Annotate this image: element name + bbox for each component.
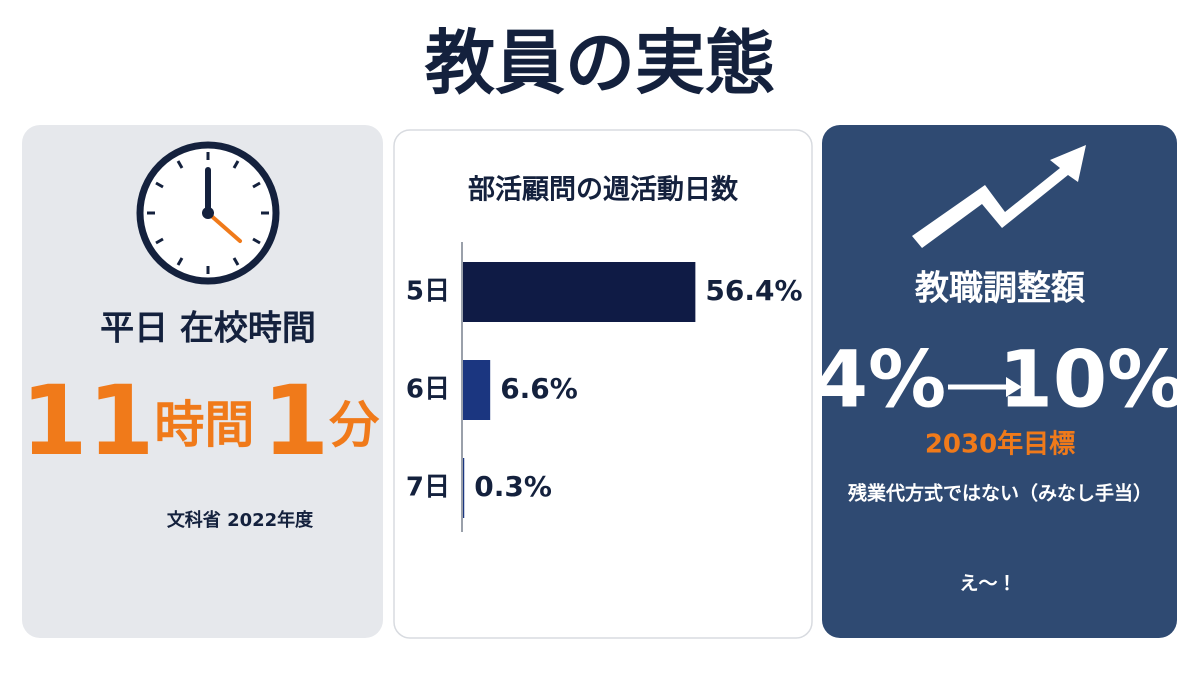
exclamation: え〜！ bbox=[959, 573, 1016, 595]
change-arrow bbox=[948, 377, 1022, 397]
rising-arrow-icon bbox=[912, 145, 1086, 248]
left-label: 平日 在校時間 bbox=[100, 309, 316, 349]
middle-panel bbox=[393, 129, 813, 639]
time-part: 分 bbox=[328, 396, 380, 454]
from-value: 4% bbox=[814, 335, 946, 425]
category-label: 6日 bbox=[406, 375, 450, 405]
right-label: 教職調整額 bbox=[914, 269, 1086, 309]
category-label: 5日 bbox=[406, 277, 450, 307]
title: 教員の実態 bbox=[424, 22, 775, 104]
value-label: 0.3% bbox=[474, 470, 552, 503]
time-part: 11 bbox=[21, 365, 155, 477]
value-label: 56.4% bbox=[705, 274, 802, 307]
chart-title: 部活顧問の週活動日数 bbox=[468, 175, 738, 206]
bar bbox=[463, 262, 696, 322]
value-label: 6.6% bbox=[500, 372, 578, 405]
bar bbox=[463, 360, 491, 420]
source: 文科省 2022年度 bbox=[167, 509, 314, 531]
category-label: 7日 bbox=[406, 473, 450, 503]
target: 2030年目標 bbox=[925, 429, 1075, 460]
time-part: 1 bbox=[262, 365, 329, 477]
note: 残業代方式ではない（みなし手当） bbox=[847, 482, 1152, 505]
clock-icon bbox=[136, 141, 280, 285]
time-value: 11時間1分 bbox=[21, 365, 380, 477]
right-panel bbox=[822, 125, 1177, 638]
left-panel bbox=[22, 125, 383, 638]
bar bbox=[463, 458, 465, 518]
time-part: 時間 bbox=[154, 396, 254, 454]
to-value: 10% bbox=[999, 335, 1186, 425]
